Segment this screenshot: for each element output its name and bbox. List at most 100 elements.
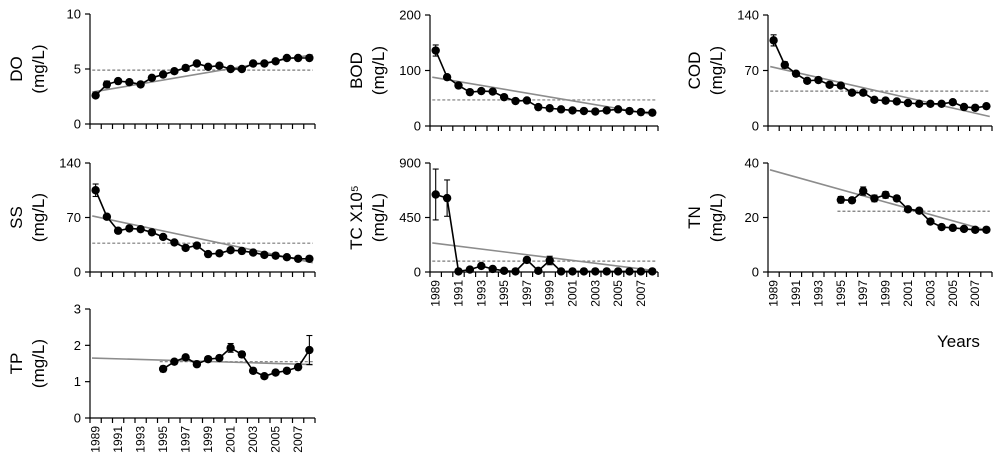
- trend-line: [432, 242, 656, 272]
- data-point: [959, 102, 969, 112]
- x-tick-label: 2007: [634, 280, 648, 307]
- x-tick-label: 1991: [111, 426, 125, 453]
- data-point: [102, 80, 112, 89]
- data-point: [791, 69, 801, 78]
- y-tick-label: 0: [414, 119, 421, 134]
- x-tick-label: 2005: [946, 280, 960, 307]
- y-tick-label: 2: [74, 338, 81, 353]
- x-tick-label: 2003: [923, 280, 937, 307]
- data-point: [579, 106, 589, 116]
- y-tick-label: 140: [59, 156, 81, 171]
- data-point: [937, 222, 946, 232]
- data-point: [488, 264, 497, 274]
- data-point: [181, 63, 190, 73]
- x-tick-label: 2001: [566, 280, 580, 307]
- data-point: [293, 53, 303, 63]
- y-axis-title: SS: [7, 206, 26, 229]
- panel-do: 0 5 10 DO (mg/L): [7, 7, 316, 132]
- data-point: [499, 92, 509, 102]
- y-axis-title: TC X10⁵: [347, 185, 366, 250]
- data-point: [971, 225, 980, 234]
- data-point: [181, 243, 190, 253]
- y-axis-title: TN: [685, 206, 704, 229]
- data-point: [870, 95, 879, 105]
- data-point: [442, 72, 452, 82]
- trend-line: [770, 65, 990, 118]
- data-point: [847, 88, 857, 97]
- x-tick-label: 2007: [291, 426, 305, 453]
- x-tick-label: 1995: [156, 426, 170, 453]
- y-tick-label: 0: [74, 265, 81, 280]
- data-point: [136, 224, 145, 234]
- y-axis-unit: (mg/L): [29, 44, 48, 93]
- data-point: [158, 70, 168, 79]
- data-point: [170, 238, 179, 247]
- data-point: [780, 60, 789, 70]
- data-point: [431, 190, 440, 199]
- data-point: [192, 59, 202, 68]
- data-point: [982, 225, 991, 234]
- x-tick-label: 1989: [429, 280, 443, 307]
- data-point: [636, 267, 646, 276]
- x-tick-label: 2003: [588, 280, 602, 307]
- data-point: [170, 67, 179, 76]
- data-point: [477, 261, 486, 271]
- data-point: [271, 57, 280, 66]
- data-point: [545, 104, 554, 113]
- data-point: [305, 254, 314, 263]
- data-point: [91, 186, 100, 195]
- trend-line: [769, 169, 990, 232]
- series-line: [94, 189, 310, 260]
- data-point: [568, 106, 577, 115]
- data-point: [534, 266, 543, 275]
- series-line: [435, 193, 653, 273]
- data-point: [959, 224, 969, 234]
- data-point: [442, 193, 452, 203]
- data-point: [511, 96, 520, 106]
- data-point: [465, 265, 475, 274]
- data-point: [125, 224, 134, 233]
- data-point: [499, 266, 509, 275]
- data-point: [158, 364, 168, 374]
- x-tick-label: 1989: [767, 280, 781, 307]
- data-point: [636, 107, 646, 117]
- data-point: [926, 99, 935, 109]
- data-point: [613, 267, 623, 276]
- data-point: [215, 353, 224, 363]
- data-point: [982, 101, 991, 111]
- data-point: [859, 88, 868, 97]
- data-point: [203, 62, 213, 71]
- data-point: [937, 99, 946, 109]
- x-tick-label: 2005: [611, 280, 625, 307]
- data-point: [948, 98, 957, 107]
- data-point: [971, 103, 980, 112]
- data-point: [613, 105, 623, 114]
- data-point: [248, 248, 258, 257]
- data-point: [454, 267, 463, 276]
- x-tick-label: 1993: [134, 426, 148, 453]
- data-point: [431, 46, 440, 55]
- data-point: [545, 256, 554, 265]
- data-point: [226, 64, 235, 74]
- data-point: [881, 190, 890, 200]
- x-tick-label: 2001: [224, 426, 238, 453]
- data-point: [892, 194, 901, 203]
- y-tick-label: 900: [399, 156, 421, 171]
- data-point: [892, 97, 901, 106]
- x-tick-label: 1991: [789, 280, 803, 307]
- data-point: [282, 253, 292, 262]
- data-point: [305, 345, 314, 355]
- data-point: [556, 105, 566, 114]
- x-tick-label: 1991: [452, 280, 466, 307]
- x-tick-label: 1993: [811, 280, 825, 307]
- panel-cod: 0 70 140 COD (mg/L): [685, 8, 993, 134]
- y-tick-label: 3: [74, 302, 81, 317]
- data-point: [522, 255, 532, 265]
- data-point: [215, 249, 224, 258]
- data-point: [215, 61, 224, 70]
- x-tick-label: 2007: [968, 280, 982, 307]
- data-point: [488, 87, 497, 96]
- data-point: [260, 372, 269, 381]
- y-tick-label: 70: [67, 210, 81, 225]
- data-point: [648, 108, 657, 117]
